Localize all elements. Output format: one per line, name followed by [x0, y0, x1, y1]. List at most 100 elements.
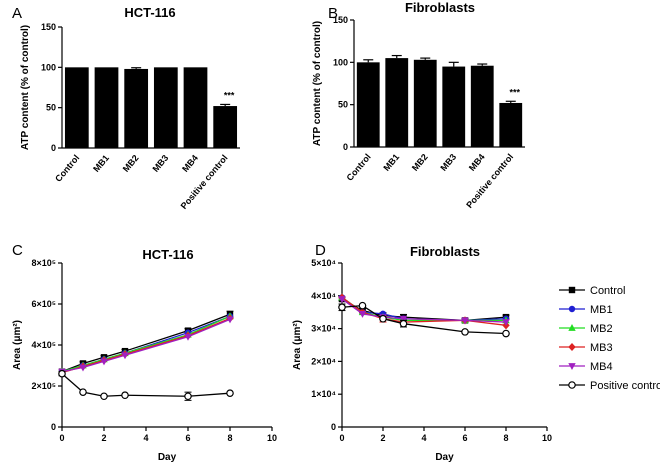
y-tick-label: 4×10⁵ [32, 340, 57, 350]
y-tick-label: 100 [333, 57, 348, 67]
series-positive-control [58, 369, 234, 401]
series-line [61, 373, 231, 397]
data-point [568, 343, 576, 351]
x-axis-label: Day [435, 452, 454, 463]
chart-title: Fibroblasts [405, 0, 475, 15]
y-axis-label: Area (μm²) [12, 320, 23, 370]
y-tick-label: 50 [338, 100, 348, 110]
data-point [568, 305, 576, 313]
y-tick-label: 150 [333, 15, 348, 25]
y-axis-label: Area (μm²) [292, 320, 303, 370]
bar [470, 65, 494, 147]
significance-label: *** [509, 87, 520, 97]
bar [64, 67, 89, 148]
data-point [121, 391, 129, 400]
data-point [79, 364, 87, 372]
x-tick-label: 8 [503, 433, 508, 443]
bar-chart-B: B Fibroblasts 0 50 100 150 ATP content (% of c… [312, 0, 525, 210]
bar-chart-A: A HCT-116 0 50 100 150 ATP content (% of contr… [12, 5, 240, 211]
legend-label: MB1 [590, 304, 613, 316]
data-point [58, 369, 66, 378]
legend-label: MB2 [590, 323, 613, 335]
data-point [461, 328, 469, 336]
x-tick-label: MB4 [467, 152, 487, 173]
series-line [61, 313, 231, 373]
data-point [568, 286, 576, 294]
bar [153, 67, 178, 148]
legend-label: MB3 [590, 342, 613, 354]
legend-item: MB2 [559, 323, 613, 335]
data-point [399, 315, 408, 323]
panel-letter: B [328, 5, 338, 22]
y-tick-label: 50 [46, 103, 56, 113]
data-point [358, 301, 367, 310]
x-tick-label: 2 [380, 433, 385, 443]
data-point [79, 388, 87, 396]
data-point [226, 316, 234, 324]
x-tick-label: 4 [143, 433, 148, 443]
data-point [568, 363, 576, 370]
x-tick-label: MB1 [381, 152, 401, 173]
y-tick-label: 2×10⁵ [32, 381, 57, 391]
bar [442, 66, 466, 147]
panel-letter: C [12, 242, 23, 259]
bar [213, 106, 238, 148]
panel-letter: A [12, 5, 22, 22]
legend-item: Control [559, 285, 625, 297]
chart-title: HCT-116 [124, 5, 175, 20]
bar [124, 68, 149, 148]
legend-item: Positive control [559, 380, 660, 392]
y-tick-label: 3×10⁴ [311, 324, 336, 334]
data-point [358, 310, 367, 318]
y-tick-label: 6×10⁵ [32, 299, 57, 309]
x-tick-label: MB3 [438, 152, 458, 173]
chart-title: HCT-116 [142, 247, 193, 262]
y-tick-label: 150 [41, 22, 56, 32]
data-point [226, 389, 234, 397]
x-tick-label: MB2 [121, 153, 141, 174]
x-tick-label: MB2 [410, 152, 430, 173]
x-tick-label: 0 [59, 433, 64, 443]
data-point [399, 319, 408, 328]
data-point [461, 317, 469, 325]
data-point [184, 392, 192, 401]
data-point [502, 319, 510, 327]
bar [499, 102, 523, 147]
y-tick-label: 0 [51, 422, 56, 432]
data-point [184, 333, 192, 341]
x-tick-label: MB4 [180, 153, 200, 174]
data-point [379, 314, 387, 323]
data-point [121, 352, 129, 360]
data-point [338, 303, 346, 312]
data-point [568, 324, 576, 331]
bar [385, 58, 409, 147]
y-tick-label: 0 [343, 142, 348, 152]
legend-item: MB4 [559, 361, 613, 373]
series-line [61, 318, 231, 373]
x-tick-label: 6 [185, 433, 190, 443]
x-tick-label: MB3 [150, 153, 170, 174]
x-tick-label: MB1 [91, 153, 111, 174]
bar [413, 59, 437, 147]
legend: Control MB1 MB2 MB3 MB4 Positive control [559, 285, 660, 392]
x-tick-label: 10 [267, 433, 277, 443]
legend-item: MB3 [559, 342, 613, 354]
y-axis-label: ATP content (% of control) [20, 25, 31, 150]
x-tick-label: 2 [101, 433, 106, 443]
series-line [61, 317, 231, 374]
y-tick-label: 4×10⁴ [311, 291, 336, 301]
data-point [338, 296, 346, 304]
data-point [568, 381, 576, 389]
legend-label: Positive control [590, 380, 660, 392]
legend-label: MB4 [590, 361, 613, 373]
y-tick-label: 5×10⁴ [311, 258, 336, 268]
x-tick-label: 6 [462, 433, 467, 443]
series-line [341, 298, 507, 322]
bar [183, 67, 208, 148]
significance-label: *** [224, 90, 235, 100]
panel-letter: D [315, 242, 326, 259]
y-tick-label: 2×10⁴ [311, 356, 336, 366]
x-tick-label: 10 [542, 433, 552, 443]
data-point [100, 358, 108, 366]
x-tick-label: Control [345, 152, 373, 183]
